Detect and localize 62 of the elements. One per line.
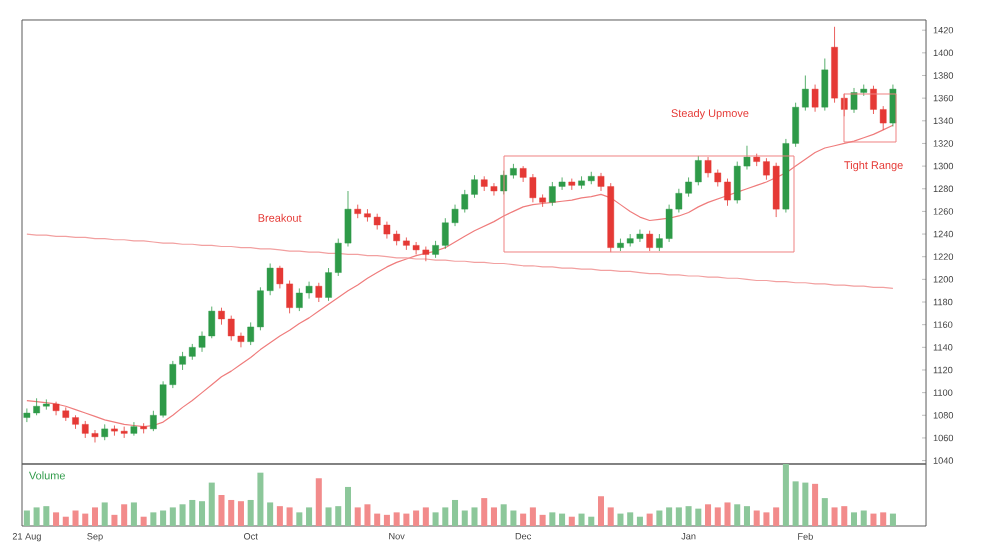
bar <box>705 504 712 526</box>
bar <box>656 510 663 526</box>
bar <box>130 502 137 526</box>
bar <box>199 501 206 526</box>
bar <box>315 478 322 526</box>
bar <box>452 499 459 526</box>
bar <box>306 507 313 526</box>
bar <box>111 514 118 526</box>
candlestick <box>315 282 323 303</box>
bar <box>529 507 536 526</box>
bar <box>568 516 575 526</box>
bar <box>160 510 167 526</box>
bar <box>23 510 30 526</box>
candlestick <box>821 58 829 111</box>
bar <box>121 504 128 526</box>
bar <box>237 501 244 526</box>
bar <box>627 512 634 526</box>
bar <box>53 512 60 526</box>
bar <box>481 498 488 526</box>
bar <box>140 516 147 526</box>
bar <box>413 510 420 526</box>
bar <box>91 507 98 526</box>
bar <box>675 507 682 526</box>
bar <box>549 512 556 526</box>
bar <box>559 513 566 526</box>
bar <box>62 516 69 526</box>
bar <box>169 507 176 526</box>
bar <box>646 513 653 526</box>
bar <box>422 507 429 526</box>
bar <box>860 510 867 526</box>
bar <box>636 516 643 526</box>
candlestick <box>811 84 819 113</box>
bar <box>539 514 546 526</box>
bar <box>286 507 293 526</box>
bar <box>383 514 390 526</box>
bar <box>374 513 381 526</box>
bar <box>296 512 303 526</box>
bar <box>520 513 527 526</box>
line-series <box>26 233 894 290</box>
bar <box>870 513 877 526</box>
bar <box>812 483 819 526</box>
bar <box>821 498 828 526</box>
bar <box>666 507 673 526</box>
bar <box>880 512 887 526</box>
bar <box>734 504 741 526</box>
bar <box>773 507 780 526</box>
bar <box>597 496 605 526</box>
bar <box>607 507 614 526</box>
bar <box>276 506 283 526</box>
bar <box>889 513 896 526</box>
bar <box>101 502 108 526</box>
candlestick <box>130 421 138 437</box>
bar <box>743 506 750 526</box>
bar <box>267 502 274 526</box>
bar <box>617 513 624 526</box>
candlestick <box>646 230 653 252</box>
bar <box>782 464 789 526</box>
bar <box>850 512 858 526</box>
bar <box>208 482 215 526</box>
bar <box>344 486 352 526</box>
bar <box>150 512 157 526</box>
bar <box>490 507 497 526</box>
